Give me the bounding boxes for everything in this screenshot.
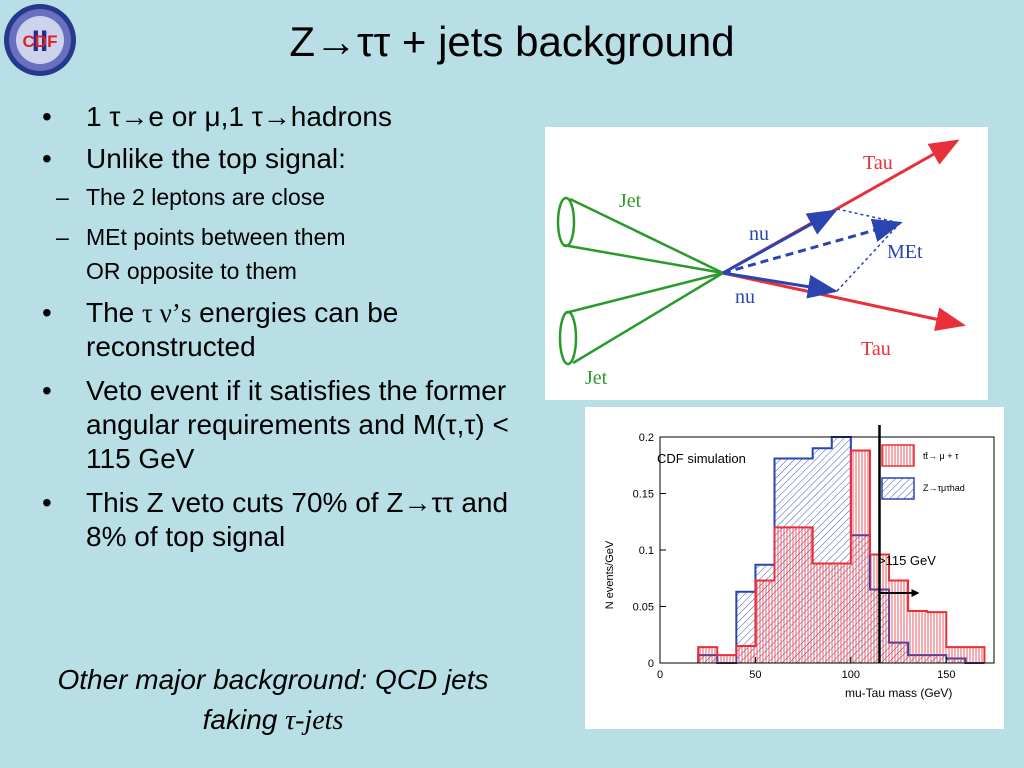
y-tick-label: 0 xyxy=(648,658,654,670)
bullet-item: • 1 τ→e or μ,1 τ→hadrons xyxy=(42,101,392,132)
histogram-bar-ttbar xyxy=(736,646,756,663)
y-tick-label: 0.05 xyxy=(633,602,654,614)
bullet-item: • This Z veto cuts 70% of Z→ττ and 8% of … xyxy=(42,487,509,552)
histogram-bar-ttbar xyxy=(908,611,928,663)
sub-bullet-item: – The 2 leptons are close xyxy=(56,184,326,210)
histogram-outline-ttbar xyxy=(697,449,986,663)
bullet-text: Unlike the top signal: xyxy=(86,143,346,174)
sub-bullet-text: MEt points between them xyxy=(86,224,346,250)
background-note: Other major background: QCD jets faking … xyxy=(0,660,546,741)
nu-bottom-label: nu xyxy=(735,286,755,308)
y-axis-label: N events/GeV xyxy=(604,540,616,609)
sub-bullet-text: The 2 leptons are close xyxy=(86,184,326,210)
y-tick-label: 0.2 xyxy=(639,432,654,444)
mass-histogram: 0 50 100 150 0 0.05 0.1 0.15 0.2 CDF simulation … xyxy=(585,407,1004,729)
jet-bottom-cone xyxy=(558,271,724,366)
x-tick-label: 150 xyxy=(937,669,955,681)
legend-swatch-ttbar xyxy=(881,444,915,467)
note-text: faking xyxy=(202,704,278,735)
jet-bottom-label: Jet xyxy=(585,367,608,389)
simulation-label: CDF simulation xyxy=(657,451,746,466)
histogram-bar-ttbar xyxy=(850,450,870,663)
y-tick-label: 0.1 xyxy=(639,545,654,557)
slide-title: Z→ττ + jets background xyxy=(289,18,735,65)
x-tick-label: 100 xyxy=(842,669,860,681)
sub-bullet-item: – MEt points between them xyxy=(56,224,346,250)
nu-top-arrow xyxy=(722,209,838,275)
histogram-bar-ttbar xyxy=(793,527,813,663)
legend-swatch-ztautau xyxy=(881,477,915,500)
tau-jets-symbol: τ-jets xyxy=(285,705,344,736)
nu-top-label: nu xyxy=(749,223,769,245)
histogram-bar-ttbar xyxy=(717,655,737,663)
tau-top-label: Tau xyxy=(863,152,893,174)
note-line: Other major background: QCD jets xyxy=(57,664,489,695)
bullet-text: This Z veto cuts 70% of Z→ττ and 8% of t… xyxy=(86,487,509,552)
histogram-bar-ttbar xyxy=(965,647,985,663)
bullet-text: 1 τ→e or μ,1 τ→hadrons xyxy=(86,101,392,132)
bullet-item: • The τ ν’s energies can be reconstructed xyxy=(42,297,399,362)
histogram-bar-ttbar xyxy=(774,527,794,663)
histogram-bar-ttbar xyxy=(812,563,832,663)
bullet-text: The xyxy=(86,297,135,328)
histogram-bar-ttbar xyxy=(946,647,966,663)
jet-top-label: Jet xyxy=(619,190,642,212)
histogram-bar-ttbar xyxy=(927,612,947,663)
tau-bottom-label: Tau xyxy=(861,338,891,360)
cdf-logo: II CDF xyxy=(4,4,76,76)
jet-top-cone xyxy=(556,196,724,275)
histogram-bar-ttbar xyxy=(755,580,775,663)
tau-bottom-arrow xyxy=(722,271,966,332)
x-tick-label: 50 xyxy=(749,669,761,681)
met-construction-line xyxy=(836,208,901,224)
tau-nu-symbol: τ ν’s xyxy=(142,298,192,328)
note-line: faking τ-jets xyxy=(0,700,546,741)
sub-bullet-continuation: OR opposite to them xyxy=(86,258,297,284)
decay-diagram: Tau Tau Jet Jet nu nu MEt xyxy=(545,127,988,400)
met-label: MEt xyxy=(887,241,923,263)
logo-text: CDF xyxy=(23,32,58,51)
logo-numeral: II xyxy=(32,25,49,58)
legend-label-ttbar: tt̄→ μ + τ xyxy=(923,451,959,461)
bullet-text: energies can be reconstructed xyxy=(86,297,399,362)
nu-bottom-arrow xyxy=(722,271,838,299)
bullet-item: • Unlike the top signal: xyxy=(42,143,346,174)
decay-diagram-svg: Tau Tau Jet Jet nu nu MEt xyxy=(556,139,966,389)
histogram-bar-ttbar xyxy=(698,647,718,663)
y-tick-label: 0.15 xyxy=(633,489,654,501)
cut-label: >115 GeV xyxy=(878,553,936,568)
bullet-item: • Veto event if it satisfies the former a… xyxy=(42,375,509,474)
histogram-bar-ttbar xyxy=(889,580,909,663)
met-arrow xyxy=(722,218,903,275)
bullet-list: • 1 τ→e or μ,1 τ→hadrons • Unlike the top … xyxy=(42,100,542,562)
legend-label-ztautau: Z→τμτhad xyxy=(923,483,965,493)
histogram-bar-ttbar xyxy=(831,563,851,663)
x-tick-label: 0 xyxy=(657,669,663,681)
x-axis-label: mu-Tau mass (GeV) xyxy=(845,686,952,700)
cut-arrow-head xyxy=(911,589,920,597)
bullet-text: Veto event if it satisfies the former an… xyxy=(86,375,509,474)
